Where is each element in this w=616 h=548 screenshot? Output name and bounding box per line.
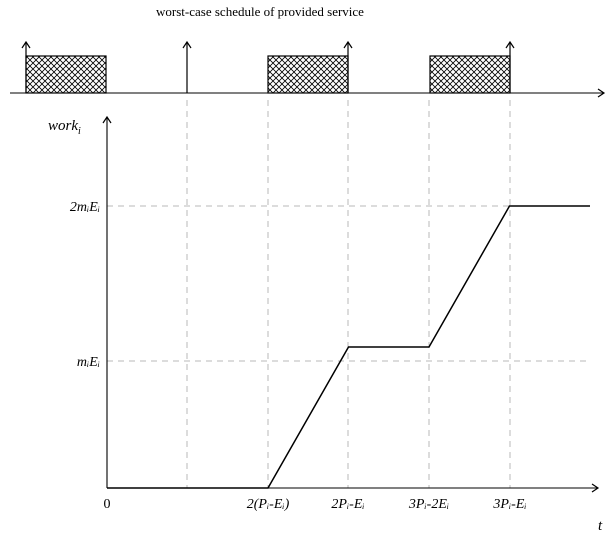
x-tick-label: 0: [104, 497, 111, 512]
service-block: [25, 55, 107, 94]
horizontal-gridlines: [107, 205, 590, 362]
vertical-gridlines: [186, 100, 511, 488]
y-tick-label: 2mᵢEᵢ: [70, 200, 100, 215]
x-axis-label: t: [598, 518, 603, 534]
service-block: [267, 55, 349, 94]
x-tick-label: 2(Pᵢ-Eᵢ): [247, 497, 290, 512]
work-curve: [107, 205, 590, 489]
x-tick-label: 3Pᵢ-2Eᵢ: [408, 497, 449, 512]
service-block: [429, 55, 511, 94]
x-tick-label: 3Pᵢ-Eᵢ: [492, 497, 526, 512]
schedule-timeline: [10, 40, 606, 98]
x-tick-label: 2Pᵢ-Eᵢ: [331, 497, 364, 512]
y-tick-label: mᵢEᵢ: [77, 355, 100, 370]
schedule-title: worst-case schedule of provided service: [156, 4, 364, 19]
y-axis-label: worki: [48, 118, 81, 137]
